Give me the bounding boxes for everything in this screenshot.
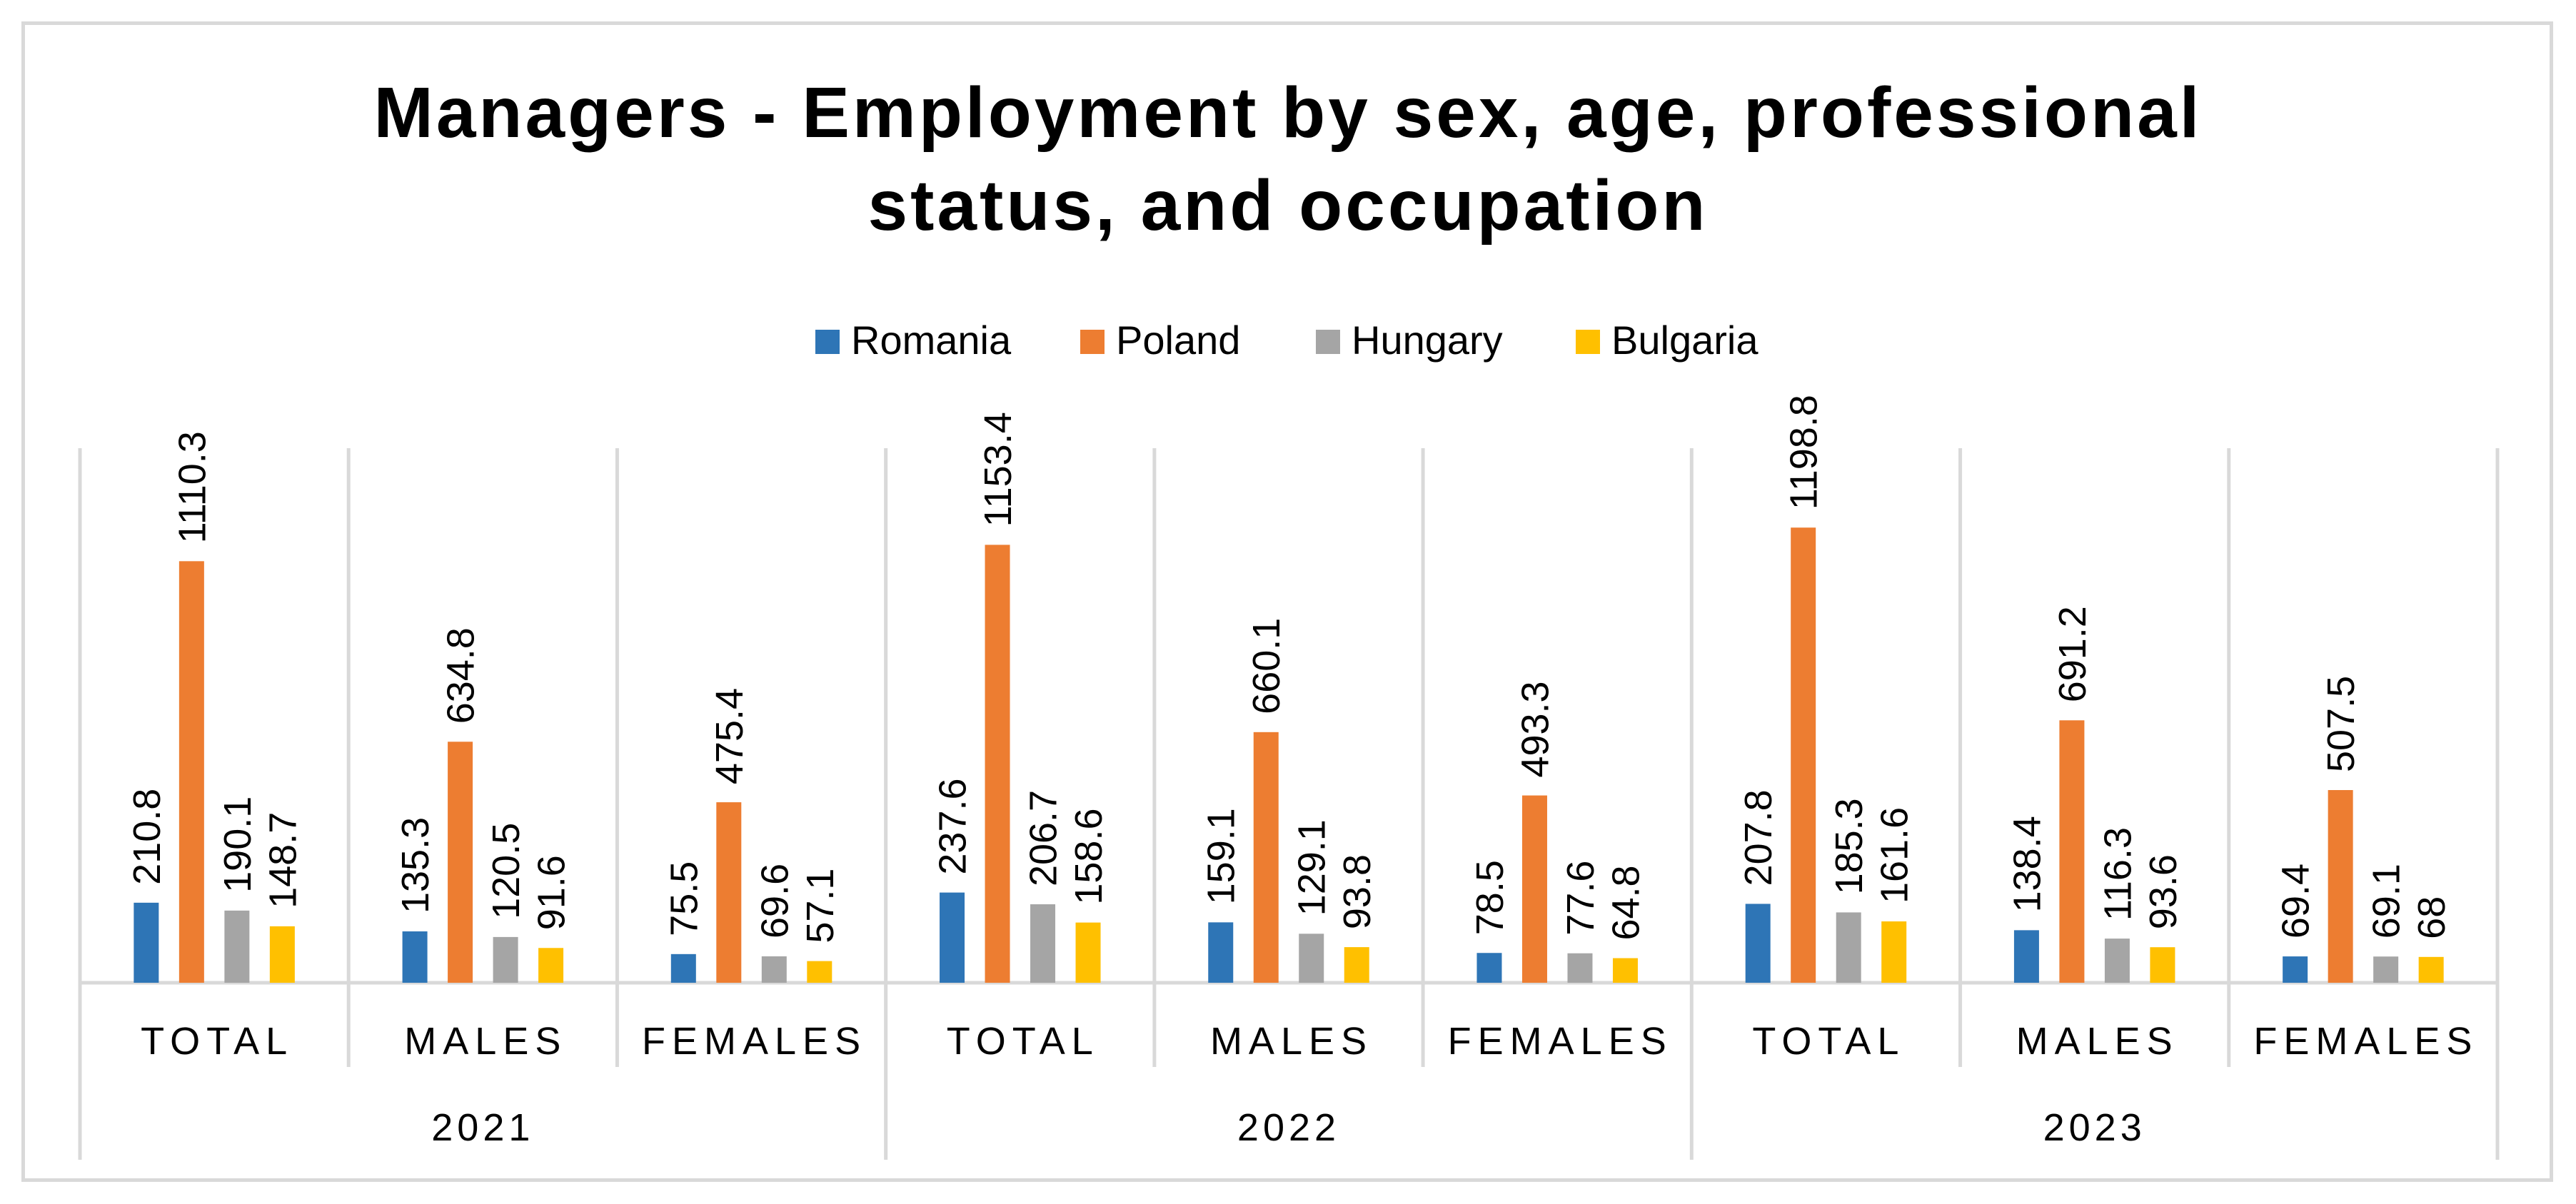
legend-swatch-bulgaria (1576, 330, 1600, 354)
legend-label-romania: Romania (851, 318, 1012, 363)
data-label-poland-females-2023: 507.5 (2320, 676, 2363, 772)
bar-romania-females-2023 (2283, 956, 2308, 983)
legend-label-poland: Poland (1116, 318, 1240, 363)
bar-poland-females-2023 (2328, 790, 2353, 983)
data-label-hungary-females-2021: 69.6 (753, 864, 796, 939)
data-label-hungary-total-2022: 206.7 (1022, 790, 1065, 886)
category-label-males-2023: MALES (2016, 1020, 2179, 1063)
category-label-males-2022: MALES (1210, 1020, 1373, 1063)
data-label-poland-total-2022: 1153.4 (977, 412, 1020, 527)
bar-hungary-total-2022 (1030, 904, 1056, 983)
data-label-romania-females-2021: 75.5 (663, 861, 705, 936)
chart-title-line-1: Managers - Employment by sex, age, profe… (374, 73, 2203, 153)
data-label-poland-females-2022: 493.3 (1514, 681, 1556, 777)
legend-swatch-hungary (1316, 330, 1340, 354)
bar-bulgaria-males-2022 (1344, 947, 1369, 983)
data-label-bulgaria-males-2021: 91.6 (530, 855, 573, 930)
bar-poland-total-2021 (178, 561, 204, 983)
data-label-poland-males-2023: 691.2 (2051, 606, 2094, 702)
data-label-romania-total-2023: 207.8 (1737, 789, 1780, 886)
category-label-males-2021: MALES (404, 1020, 567, 1063)
bar-hungary-total-2021 (224, 910, 250, 983)
data-label-romania-total-2022: 237.6 (932, 778, 975, 874)
bar-bulgaria-females-2021 (807, 961, 832, 983)
data-label-romania-total-2021: 210.8 (126, 789, 168, 885)
chart-title-line-2: status, and occupation (867, 166, 1708, 246)
data-label-bulgaria-males-2023: 93.6 (2142, 854, 2185, 929)
bar-bulgaria-total-2023 (1881, 921, 1907, 983)
year-label-2022: 2022 (1237, 1106, 1340, 1149)
bar-romania-total-2023 (1745, 904, 1771, 983)
bar-bulgaria-total-2021 (269, 926, 295, 983)
chart-frame (21, 21, 2553, 1182)
data-label-bulgaria-total-2022: 158.6 (1067, 808, 1110, 904)
category-label-females-2023: FEMALES (2253, 1020, 2478, 1063)
year-label-2023: 2023 (2043, 1106, 2146, 1149)
bar-poland-males-2021 (448, 742, 473, 983)
bar-hungary-males-2021 (493, 936, 518, 983)
data-label-romania-males-2021: 135.3 (394, 817, 437, 914)
data-label-hungary-males-2021: 120.5 (485, 823, 528, 919)
legend-swatch-romania (815, 330, 840, 354)
data-label-romania-females-2022: 78.5 (1469, 860, 1511, 935)
bar-hungary-females-2021 (761, 956, 787, 983)
data-label-hungary-females-2022: 77.6 (1559, 861, 1602, 936)
data-label-romania-males-2023: 138.4 (2006, 816, 2048, 912)
bar-romania-males-2022 (1208, 922, 1234, 983)
bar-hungary-males-2022 (1299, 934, 1324, 983)
data-label-hungary-total-2023: 185.3 (1828, 798, 1871, 894)
bar-hungary-total-2023 (1836, 912, 1861, 983)
bar-poland-males-2023 (2059, 720, 2085, 983)
bar-romania-females-2022 (1476, 953, 1502, 983)
data-label-romania-females-2023: 69.4 (2275, 864, 2318, 939)
data-label-bulgaria-females-2021: 57.1 (799, 869, 842, 944)
category-label-females-2022: FEMALES (1448, 1020, 1673, 1063)
bar-romania-males-2021 (402, 931, 428, 983)
bar-poland-total-2022 (985, 545, 1010, 983)
legend-label-hungary: Hungary (1352, 318, 1503, 363)
bar-bulgaria-total-2022 (1075, 922, 1101, 983)
data-label-hungary-females-2023: 69.1 (2365, 864, 2408, 939)
data-label-hungary-males-2022: 129.1 (1291, 819, 1334, 916)
category-label-total-2023: TOTAL (1752, 1020, 1905, 1063)
category-label-total-2022: TOTAL (947, 1020, 1100, 1063)
data-label-bulgaria-total-2023: 161.6 (1873, 807, 1916, 904)
category-label-females-2021: FEMALES (642, 1020, 867, 1063)
data-label-poland-females-2021: 475.4 (708, 688, 751, 784)
data-label-poland-total-2023: 1198.8 (1783, 395, 1826, 510)
bar-bulgaria-females-2022 (1612, 958, 1638, 983)
bar-hungary-males-2023 (2104, 939, 2130, 983)
data-label-poland-males-2022: 660.1 (1245, 618, 1288, 714)
data-label-bulgaria-total-2021: 148.7 (261, 812, 304, 909)
bar-romania-females-2021 (670, 953, 696, 983)
category-label-total-2021: TOTAL (141, 1020, 293, 1063)
legend-swatch-poland (1080, 330, 1105, 354)
legend-label-bulgaria: Bulgaria (1611, 318, 1759, 363)
data-label-bulgaria-females-2023: 68 (2410, 896, 2453, 939)
bar-bulgaria-females-2023 (2418, 956, 2444, 983)
bar-poland-females-2021 (716, 802, 742, 983)
data-label-hungary-males-2023: 116.3 (2096, 827, 2139, 921)
bar-romania-males-2023 (2013, 930, 2039, 983)
bar-poland-males-2022 (1253, 732, 1279, 983)
data-label-romania-males-2022: 159.1 (1200, 808, 1243, 904)
bar-poland-females-2022 (1521, 795, 1547, 983)
data-label-bulgaria-males-2022: 93.8 (1336, 854, 1379, 929)
bar-romania-total-2022 (940, 892, 965, 983)
bar-hungary-females-2023 (2373, 956, 2399, 983)
year-label-2021: 2021 (431, 1106, 534, 1149)
data-label-hungary-total-2021: 190.1 (216, 796, 259, 893)
bar-romania-total-2021 (134, 902, 159, 983)
bar-hungary-females-2022 (1567, 953, 1593, 983)
bar-bulgaria-males-2021 (538, 948, 564, 983)
data-label-poland-total-2021: 1110.3 (171, 431, 213, 543)
bar-poland-total-2023 (1791, 527, 1816, 983)
bar-bulgaria-males-2023 (2150, 947, 2175, 983)
data-label-bulgaria-females-2022: 64.8 (1604, 865, 1647, 940)
data-label-poland-males-2021: 634.8 (440, 627, 483, 724)
